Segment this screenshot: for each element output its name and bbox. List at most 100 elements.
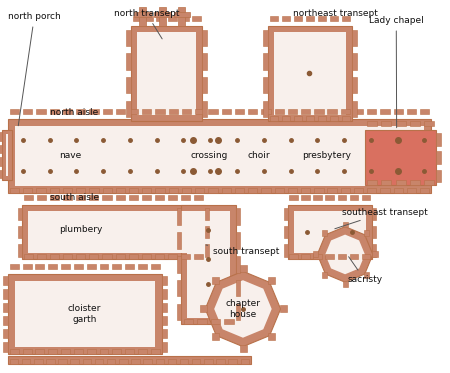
Bar: [313, 251, 318, 257]
Bar: [162, 342, 166, 352]
Text: Lady chapel: Lady chapel: [369, 16, 423, 128]
Bar: [28, 211, 199, 253]
Bar: [48, 349, 57, 354]
Bar: [87, 264, 96, 269]
Bar: [268, 26, 352, 120]
Bar: [6, 134, 8, 176]
Bar: [50, 254, 59, 259]
Bar: [263, 101, 268, 117]
Polygon shape: [317, 227, 373, 282]
Bar: [380, 188, 390, 193]
Bar: [436, 151, 441, 164]
Bar: [279, 305, 287, 312]
Bar: [352, 101, 357, 117]
Bar: [436, 170, 441, 182]
Bar: [202, 101, 207, 117]
Bar: [288, 109, 297, 114]
Bar: [50, 188, 59, 193]
Bar: [306, 116, 314, 120]
Bar: [129, 188, 138, 193]
Bar: [241, 358, 249, 364]
Bar: [151, 349, 160, 354]
Polygon shape: [214, 280, 272, 338]
Bar: [342, 116, 350, 120]
Bar: [354, 188, 363, 193]
Bar: [420, 109, 429, 114]
Bar: [322, 273, 327, 278]
Bar: [263, 77, 268, 94]
Bar: [138, 349, 147, 354]
Bar: [15, 281, 155, 347]
Bar: [162, 289, 166, 299]
Bar: [169, 109, 178, 114]
Bar: [365, 131, 436, 185]
Bar: [367, 120, 377, 126]
Bar: [76, 254, 86, 259]
Text: south aisle: south aisle: [50, 194, 99, 203]
Bar: [202, 53, 207, 70]
Bar: [424, 120, 434, 126]
Bar: [129, 195, 138, 200]
Bar: [341, 188, 350, 193]
Bar: [177, 304, 181, 320]
Bar: [182, 188, 191, 193]
Text: northeast transept: northeast transept: [292, 9, 378, 18]
Bar: [205, 244, 209, 257]
Bar: [289, 195, 298, 200]
Bar: [37, 195, 46, 200]
Bar: [381, 180, 392, 185]
Bar: [142, 254, 151, 259]
Bar: [372, 207, 376, 220]
Bar: [18, 244, 22, 257]
Bar: [314, 188, 324, 193]
Text: north aisle: north aisle: [50, 108, 98, 117]
Bar: [314, 254, 322, 259]
Bar: [168, 358, 176, 364]
Bar: [162, 276, 166, 285]
Bar: [424, 180, 434, 185]
Bar: [3, 342, 8, 352]
Bar: [208, 188, 218, 193]
Bar: [289, 254, 298, 259]
Bar: [87, 349, 96, 354]
Bar: [284, 226, 288, 238]
Bar: [222, 109, 231, 114]
Bar: [394, 109, 403, 114]
Text: choir: choir: [248, 151, 270, 160]
Text: nave: nave: [59, 151, 82, 160]
Bar: [125, 349, 134, 354]
Bar: [36, 109, 45, 114]
Bar: [103, 195, 112, 200]
Bar: [293, 211, 366, 253]
Bar: [367, 180, 377, 185]
Bar: [362, 254, 370, 259]
Bar: [155, 254, 164, 259]
Bar: [274, 188, 284, 193]
Bar: [372, 226, 376, 238]
Bar: [301, 109, 310, 114]
Text: sacristy: sacristy: [347, 257, 382, 284]
Bar: [248, 188, 257, 193]
Bar: [235, 109, 244, 114]
Bar: [22, 358, 31, 364]
Bar: [268, 333, 275, 340]
Bar: [407, 188, 416, 193]
Bar: [236, 209, 240, 225]
Bar: [394, 188, 403, 193]
Bar: [407, 109, 416, 114]
Bar: [61, 349, 70, 354]
Bar: [436, 133, 441, 146]
Bar: [3, 329, 8, 338]
Bar: [23, 109, 32, 114]
Bar: [396, 180, 405, 185]
Bar: [261, 109, 270, 114]
Bar: [318, 16, 326, 21]
Bar: [177, 232, 181, 249]
Bar: [76, 109, 86, 114]
Bar: [200, 305, 207, 312]
Bar: [325, 254, 334, 259]
Bar: [162, 329, 166, 338]
Bar: [284, 207, 288, 220]
Bar: [0, 132, 2, 141]
Bar: [284, 244, 288, 257]
